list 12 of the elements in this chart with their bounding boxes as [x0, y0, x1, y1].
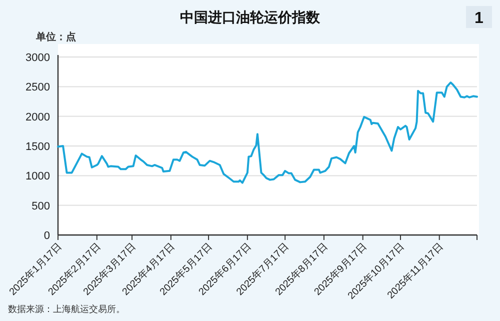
y-tick-label: 0: [44, 230, 50, 242]
y-axis-title: 单位：点: [35, 31, 76, 43]
line-series: [57, 82, 478, 184]
source-note: 数据来源：上海航运交易所。: [8, 304, 125, 314]
y-tick-label: 1500: [26, 141, 50, 153]
y-tick-label: 3000: [26, 52, 50, 64]
y-tick-label: 1000: [26, 170, 50, 183]
y-tick-label: 500: [32, 200, 50, 212]
y-tick-label: 2500: [26, 82, 50, 94]
chart-title: 中国进口油轮运价指数: [180, 9, 321, 25]
y-tick-label: 2000: [26, 111, 50, 124]
text: 1: [474, 10, 484, 27]
